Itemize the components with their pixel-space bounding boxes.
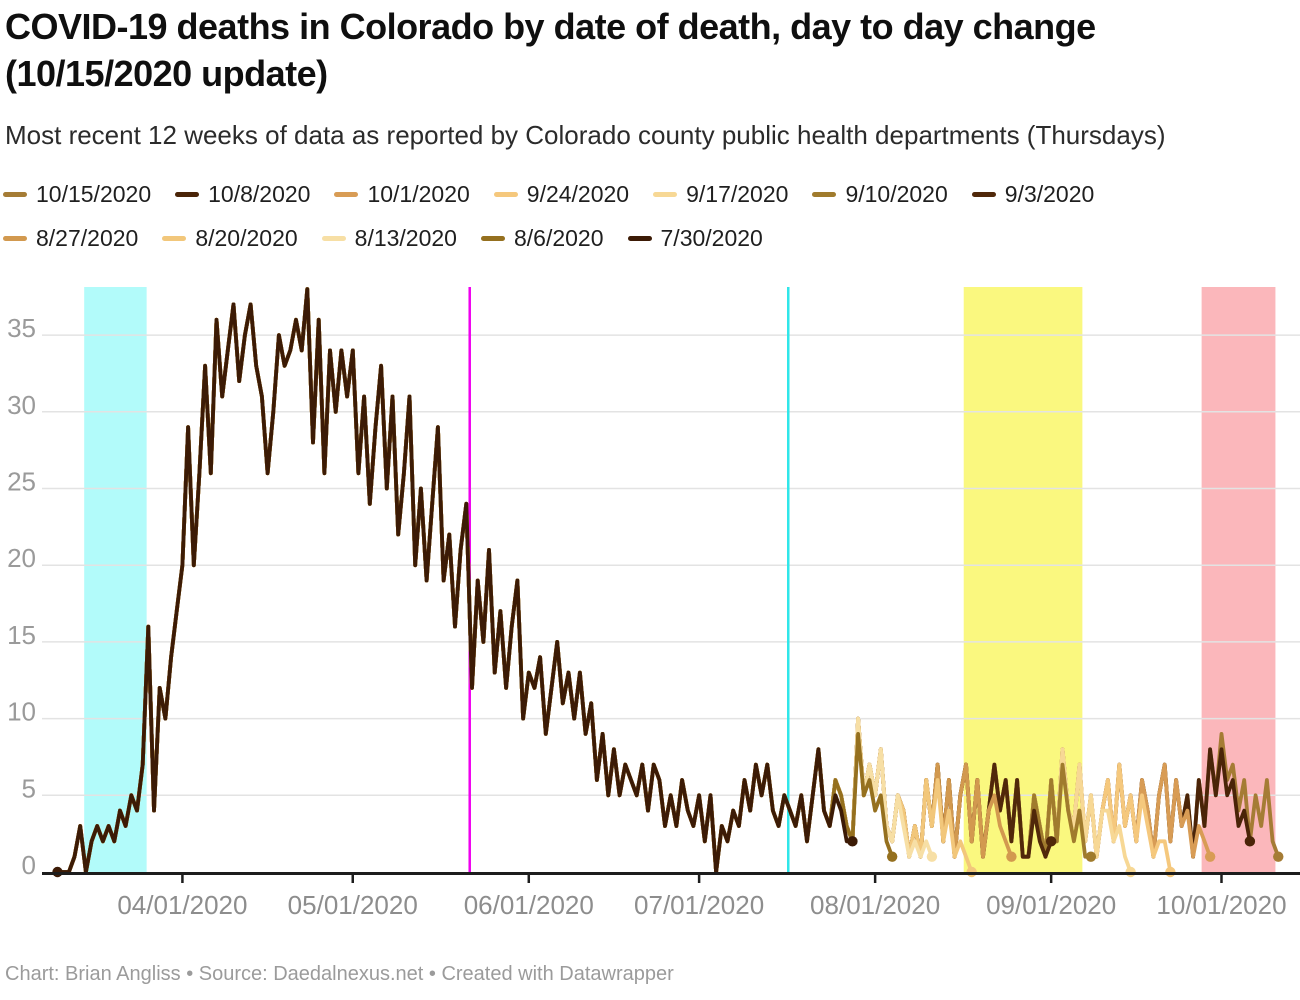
series-line-8-20-2020	[55, 287, 974, 874]
legend-swatch	[321, 236, 346, 241]
legend-label: 8/13/2020	[354, 225, 457, 251]
series-end-dot	[1204, 851, 1216, 862]
legend-label: 8/6/2020	[513, 225, 604, 251]
series-end-dot	[926, 851, 938, 862]
series-line-10-1-2020	[55, 287, 1212, 874]
series-end-dot	[1045, 836, 1057, 847]
legend-label: 9/17/2020	[686, 181, 789, 207]
series-end-dot	[1165, 866, 1176, 878]
y-axis-label: 30	[7, 390, 36, 420]
y-axis-label: 0	[22, 850, 36, 880]
series-line-8-6-2020	[55, 287, 895, 874]
legend-label: 9/10/2020	[845, 181, 948, 207]
legend-label: 10/15/2020	[36, 181, 152, 207]
legend-item-9-3-2020: 9/3/2020	[971, 181, 1095, 208]
legend-swatch	[493, 192, 518, 197]
series-end-dot	[1085, 851, 1097, 862]
series-end-dot	[1244, 836, 1256, 847]
legend-label: 10/1/2020	[367, 181, 470, 207]
y-axis-label: 5	[22, 773, 36, 803]
y-axis-label: 10	[7, 697, 36, 727]
chart-footer: Chart: Brian Angliss • Source: Daedalnex…	[5, 963, 674, 985]
band-highlight-late-march	[84, 287, 147, 872]
y-axis-label: 20	[7, 543, 36, 573]
chart-title: COVID-19 deaths in Colorado by date of d…	[5, 6, 1096, 94]
legend: 10/15/2020 10/8/2020 10/1/2020 9/24/2020 9/1…	[3, 181, 1163, 252]
series-line-9-24-2020	[55, 287, 1173, 874]
legend-item-10-15-2020: 10/15/2020	[3, 181, 151, 208]
legend-label: 10/8/2020	[208, 181, 311, 207]
legend-label: 8/27/2020	[36, 225, 139, 251]
series-end-dot	[886, 851, 898, 862]
x-axis-label: 08/01/2020	[810, 890, 940, 920]
series-start-dot	[52, 866, 63, 878]
series-line-9-17-2020	[55, 287, 1133, 874]
legend-swatch	[812, 192, 837, 197]
legend-swatch	[3, 192, 27, 197]
legend-swatch	[3, 236, 27, 241]
legend-swatch	[162, 236, 187, 241]
legend-swatch	[971, 192, 996, 197]
y-axis-label: 15	[7, 620, 36, 650]
legend-item-8-13-2020: 8/13/2020	[321, 225, 457, 252]
legend-label: 7/30/2020	[660, 225, 763, 251]
x-axis-label: 07/01/2020	[634, 890, 764, 920]
chart-subtitle: Most recent 12 weeks of data as reported…	[5, 120, 1166, 150]
series-end-dot	[966, 866, 977, 878]
legend-swatch	[480, 236, 505, 241]
legend-item-7-30-2020: 7/30/2020	[627, 225, 763, 252]
x-axis-label: 06/01/2020	[464, 890, 594, 920]
legend-label: 8/20/2020	[195, 225, 298, 251]
legend-swatch	[627, 236, 652, 241]
series-end-dot	[1125, 866, 1136, 878]
legend-item-9-17-2020: 9/17/2020	[653, 181, 788, 208]
legend-item-9-24-2020: 9/24/2020	[493, 181, 630, 208]
legend-swatch	[175, 192, 200, 197]
series-end-dot	[1273, 851, 1284, 862]
x-axis-label: 09/01/2020	[986, 890, 1116, 920]
series-line-10-8-2020	[55, 287, 1252, 874]
legend-swatch	[653, 192, 678, 197]
series-line-10-15-2020	[55, 287, 1281, 874]
x-axis-label: 05/01/2020	[288, 890, 418, 920]
x-axis-label: 10/01/2020	[1156, 890, 1286, 920]
series-line-9-3-2020	[55, 287, 1054, 874]
band-highlight-early-october	[1201, 287, 1276, 872]
series-line-8-13-2020	[55, 287, 934, 874]
series-line-9-10-2020	[55, 287, 1093, 874]
legend-item-9-10-2020: 9/10/2020	[812, 181, 948, 208]
legend-item-10-1-2020: 10/1/2020	[334, 181, 470, 208]
series-line-7-30-2020	[55, 287, 855, 874]
legend-item-10-8-2020: 10/8/2020	[175, 181, 310, 208]
legend-label: 9/24/2020	[526, 181, 630, 207]
legend-item-8-27-2020: 8/27/2020	[3, 225, 138, 252]
legend-item-8-20-2020: 8/20/2020	[162, 225, 298, 252]
legend-swatch	[334, 192, 359, 197]
legend-item-8-6-2020: 8/6/2020	[480, 225, 604, 252]
y-axis-label: 25	[7, 467, 36, 497]
y-axis-label: 35	[7, 313, 36, 343]
x-axis-label: 04/01/2020	[117, 890, 247, 920]
series-end-dot	[1006, 851, 1017, 862]
series-line-8-27-2020	[55, 287, 1014, 874]
series-end-dot	[847, 836, 858, 847]
legend-label: 9/3/2020	[1004, 181, 1095, 207]
band-highlight-late-august	[963, 287, 1083, 872]
